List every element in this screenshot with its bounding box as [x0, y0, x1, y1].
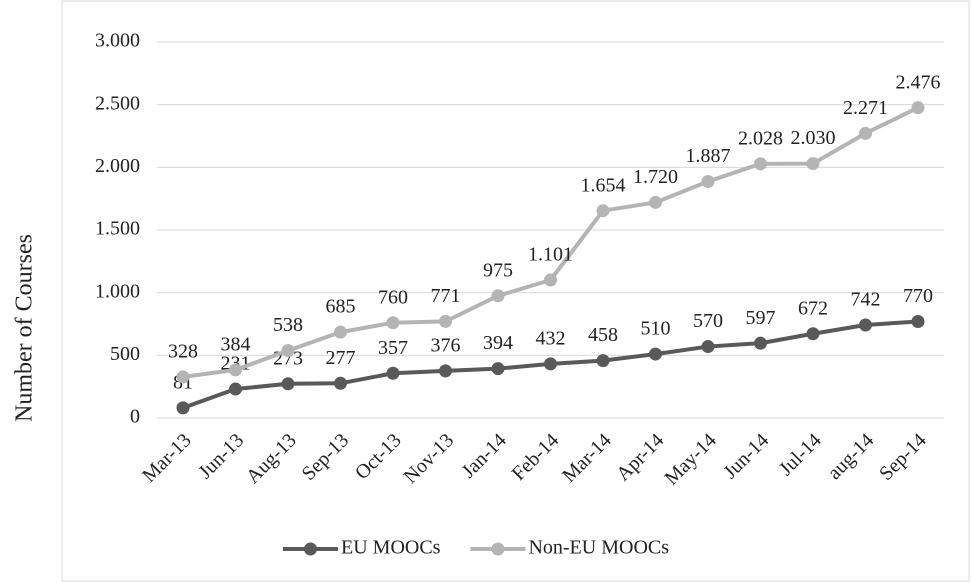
y-axis-label: Number of Courses	[12, 234, 38, 422]
series-marker	[596, 354, 610, 368]
data-label: 2.476	[896, 71, 941, 93]
data-label: 570	[693, 310, 723, 332]
data-label: 2.030	[791, 127, 836, 149]
legend-marker	[304, 542, 317, 556]
series-marker	[491, 289, 505, 303]
series-marker	[386, 316, 400, 330]
data-label: 432	[536, 327, 566, 349]
series-marker	[229, 363, 242, 377]
data-label: 538	[273, 314, 303, 336]
series-marker	[439, 314, 452, 328]
series-marker	[911, 101, 925, 115]
series-marker	[859, 318, 872, 332]
data-label: 328	[168, 340, 198, 362]
series-marker	[544, 273, 557, 287]
data-label: 357	[378, 337, 408, 359]
series-marker	[334, 325, 347, 339]
series-marker	[859, 126, 872, 140]
data-label: 458	[588, 324, 618, 346]
series-marker	[176, 370, 190, 384]
data-label: 672	[798, 297, 828, 319]
series-marker	[281, 344, 295, 358]
series-marker	[701, 174, 715, 188]
series-marker	[176, 401, 190, 415]
y-tick-label: 1.000	[95, 280, 140, 302]
data-label: 376	[431, 334, 461, 356]
series-marker	[911, 314, 925, 328]
series-marker	[754, 336, 767, 350]
y-tick-label: 2.000	[95, 155, 140, 177]
data-label: 1.654	[581, 174, 626, 196]
series-marker	[806, 157, 820, 171]
legend-label: EU MOOCs	[341, 537, 441, 559]
data-label: 760	[378, 286, 408, 308]
series-marker	[439, 364, 452, 378]
data-label: 1.720	[633, 166, 678, 188]
series-marker	[596, 204, 610, 218]
series-marker	[754, 157, 767, 171]
data-label: 394	[483, 332, 513, 354]
series-marker	[544, 357, 557, 371]
series-marker	[386, 366, 400, 380]
data-label: 277	[326, 347, 356, 369]
series-marker	[491, 362, 505, 376]
series-marker	[649, 347, 662, 361]
series-marker	[649, 195, 662, 209]
data-label: 384	[221, 333, 251, 355]
y-tick-label: 3.000	[95, 30, 140, 52]
series-marker	[229, 382, 242, 396]
y-tick-label: 0	[130, 406, 140, 428]
series-marker	[281, 377, 295, 391]
series-marker	[701, 340, 715, 354]
y-tick-label: 2.500	[95, 92, 140, 114]
data-label: 685	[326, 296, 356, 318]
data-label: 1.101	[528, 244, 573, 266]
data-label: 742	[851, 289, 881, 311]
data-label: 975	[483, 259, 513, 281]
data-label: 1.887	[686, 145, 731, 167]
data-label: 510	[641, 318, 671, 340]
legend-label: Non-EU MOOCs	[528, 537, 669, 559]
data-label: 2.271	[843, 97, 888, 119]
data-label: 2.028	[738, 127, 783, 149]
y-tick-label: 1.500	[95, 218, 140, 240]
data-label: 597	[746, 307, 776, 329]
legend-marker	[491, 542, 505, 556]
series-marker	[806, 327, 820, 341]
data-label: 770	[903, 285, 933, 307]
series-marker	[334, 376, 347, 390]
y-tick-label: 500	[110, 343, 140, 365]
data-label: 771	[431, 285, 461, 307]
